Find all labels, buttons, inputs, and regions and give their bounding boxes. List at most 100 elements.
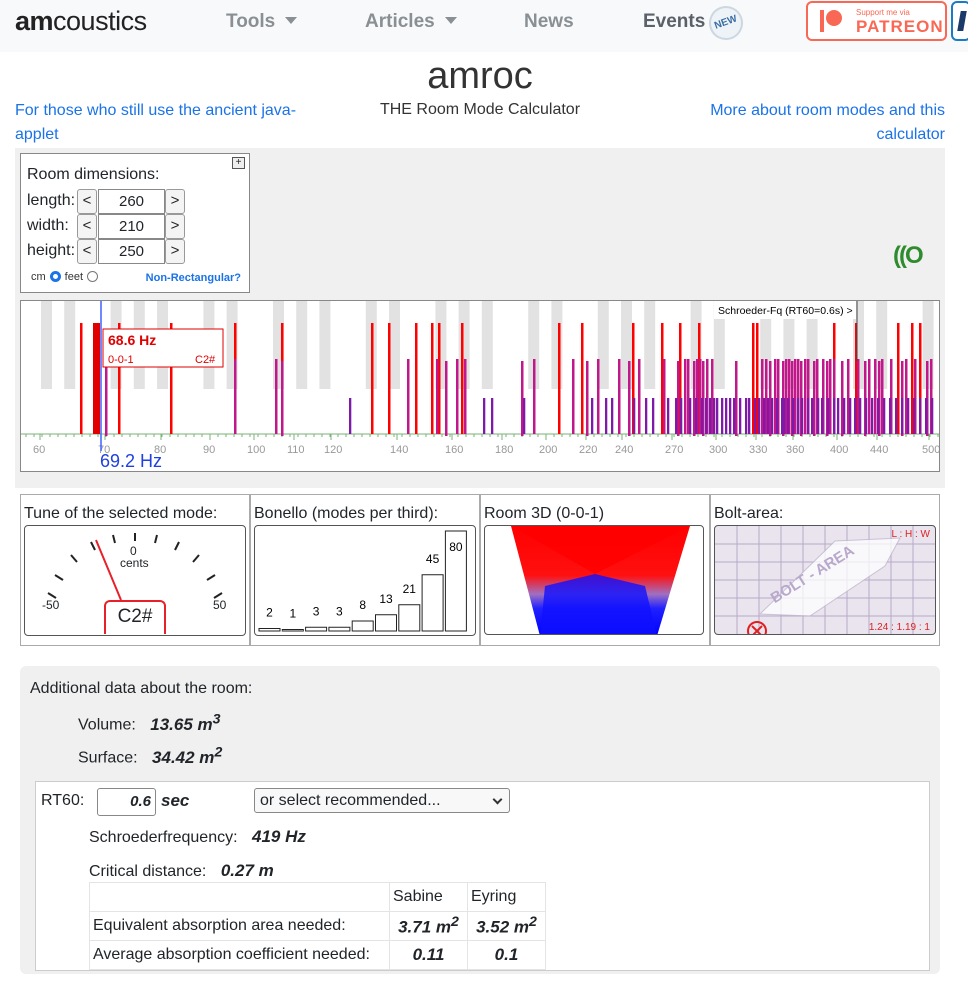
tuner-dial (47, 533, 223, 601)
mode-line-tangential (829, 359, 832, 434)
mode-line-oblique (854, 398, 857, 434)
unit-cm-radio[interactable] (49, 271, 61, 282)
nav-articles[interactable]: Articles (365, 11, 457, 33)
height-decrease-button[interactable]: < (77, 239, 97, 264)
page-subtitle: THE Room Mode Calculator (379, 101, 581, 118)
tooltip-mode: 0-0-1 (108, 354, 134, 366)
additional-data-panel: Additional data about the room: Volume: … (20, 666, 940, 974)
patreon-button[interactable]: Support me via PATREON (806, 1, 947, 41)
bonello-panel: Bonello (modes per third): 2 1 3 3 8 13 21 45 80 (250, 494, 480, 646)
mode-line-oblique (883, 398, 886, 434)
mode-spectrum[interactable]: 60 70 80 90 100 110 120 140 160 180 200 220 240 270 30… (20, 300, 940, 472)
mode-line-tangential (788, 359, 791, 434)
navbar: amcoustics Tools Articles News Events NEW… (0, 0, 968, 52)
nav-news[interactable]: News (524, 11, 574, 32)
java-applet-link[interactable]: For those who still use the ancient java… (15, 102, 297, 143)
mode-spectrum-chart[interactable]: 60 70 80 90 100 110 120 140 160 180 200 220 240 270 30… (21, 301, 940, 472)
mode-line-oblique (837, 398, 840, 434)
bonello-title: Bonello (modes per third): (254, 505, 439, 522)
recommended-rt60-select[interactable]: or select recommended... (254, 788, 510, 813)
bonello-bar (398, 604, 421, 632)
schroeder-row: Schroederfrequency: 419 Hz (89, 827, 306, 847)
table-row: Average absorption coefficient needed: 0… (89, 940, 546, 970)
expand-button[interactable]: + (232, 157, 245, 169)
mode-line-oblique (817, 398, 820, 434)
mode-line-oblique (865, 398, 868, 434)
page-title: amroc (427, 55, 533, 97)
tick-label: 160 (445, 444, 463, 456)
site-logo[interactable]: amcoustics (15, 6, 147, 36)
height-input[interactable]: 250 (98, 239, 165, 264)
mode-line-axial (897, 323, 900, 434)
key-stripe (621, 301, 632, 389)
surface-row: Surface: 34.42 m2 (78, 744, 222, 768)
length-increase-button[interactable]: > (165, 189, 185, 214)
rt60-input[interactable]: 0.6 (97, 788, 156, 816)
key-stripe (644, 301, 656, 389)
mode-line-oblique (633, 398, 636, 434)
length-decrease-button[interactable]: < (77, 189, 97, 214)
mode-line-oblique (913, 398, 916, 434)
nav-events[interactable]: Events NEW (643, 1, 748, 45)
tuner-ticks (47, 533, 223, 599)
extra-nav-button[interactable] (951, 1, 968, 41)
width-decrease-button[interactable]: < (77, 214, 97, 239)
bonello-value: 13 (379, 592, 393, 606)
volume-row: Volume: 13.65 m3 (78, 711, 221, 735)
bonello-bar (258, 628, 281, 632)
length-label: length: (27, 192, 76, 209)
mode-line-axial (118, 323, 121, 434)
tick-label: 240 (615, 444, 633, 456)
mode-line-oblique (783, 398, 786, 434)
mode-line-tangential (618, 359, 621, 434)
cell-value: 3.71 m2 (389, 911, 468, 941)
mode-line-oblique (801, 398, 804, 434)
non-rectangular-link[interactable]: Non-Rectangular? (145, 272, 241, 284)
unit-feet-radio[interactable] (87, 271, 99, 282)
mode-line-oblique (713, 398, 716, 434)
key-stripe (574, 301, 586, 389)
mode-line-tangential (699, 359, 702, 434)
mode-line-tangential (687, 359, 690, 434)
mode-line-oblique (754, 398, 757, 434)
key-stripe (713, 301, 725, 389)
height-increase-button[interactable]: > (165, 239, 185, 264)
width-increase-button[interactable]: > (165, 214, 185, 239)
room3d-view[interactable] (484, 525, 704, 635)
more-info-link[interactable]: More about room modes and this calculato… (710, 102, 945, 143)
mode-line-tangential (857, 359, 860, 434)
mode-line-oblique (925, 398, 928, 434)
patreon-icon (820, 10, 842, 32)
mode-line-oblique (833, 398, 836, 434)
key-stripe (41, 301, 52, 389)
width-label: width: (27, 217, 69, 234)
tuner-needle (95, 539, 122, 601)
mode-line-axial (632, 323, 635, 434)
tick-label: 500 (922, 444, 940, 456)
tick-label: 300 (709, 444, 727, 456)
row-label: Average absorption coefficient needed: (89, 940, 390, 970)
mode-line-tangential (677, 361, 680, 436)
tick-label: 180 (495, 444, 513, 456)
length-input[interactable]: 260 (98, 189, 165, 214)
cell-value: 3.52 m2 (467, 911, 546, 941)
key-stripe (64, 301, 76, 389)
key-stripe (690, 301, 702, 389)
mode-line-tangential (890, 359, 893, 434)
mode-line-tangential (663, 359, 666, 434)
width-input[interactable]: 210 (98, 214, 165, 239)
nav-tools[interactable]: Tools (226, 11, 298, 33)
bonello-bar (351, 620, 374, 632)
mode-line-tangential (275, 359, 278, 434)
tick-label: 60 (33, 444, 45, 456)
mode-line-tangential (693, 361, 696, 436)
key-stripe (296, 301, 308, 389)
mode-line-oblique (739, 398, 742, 434)
mode-line-tangential (816, 359, 819, 434)
key-stripe (249, 301, 261, 389)
critical-distance-label: Critical distance: (89, 863, 207, 880)
bolt-area-plot[interactable]: BOLT - AREA L : H : W 1.24 : 1.19 : 1 (714, 525, 936, 635)
cursor-frequency: 69.2 Hz (100, 451, 162, 471)
mode-line-tangential (407, 359, 410, 434)
mode-line-oblique (721, 398, 724, 434)
